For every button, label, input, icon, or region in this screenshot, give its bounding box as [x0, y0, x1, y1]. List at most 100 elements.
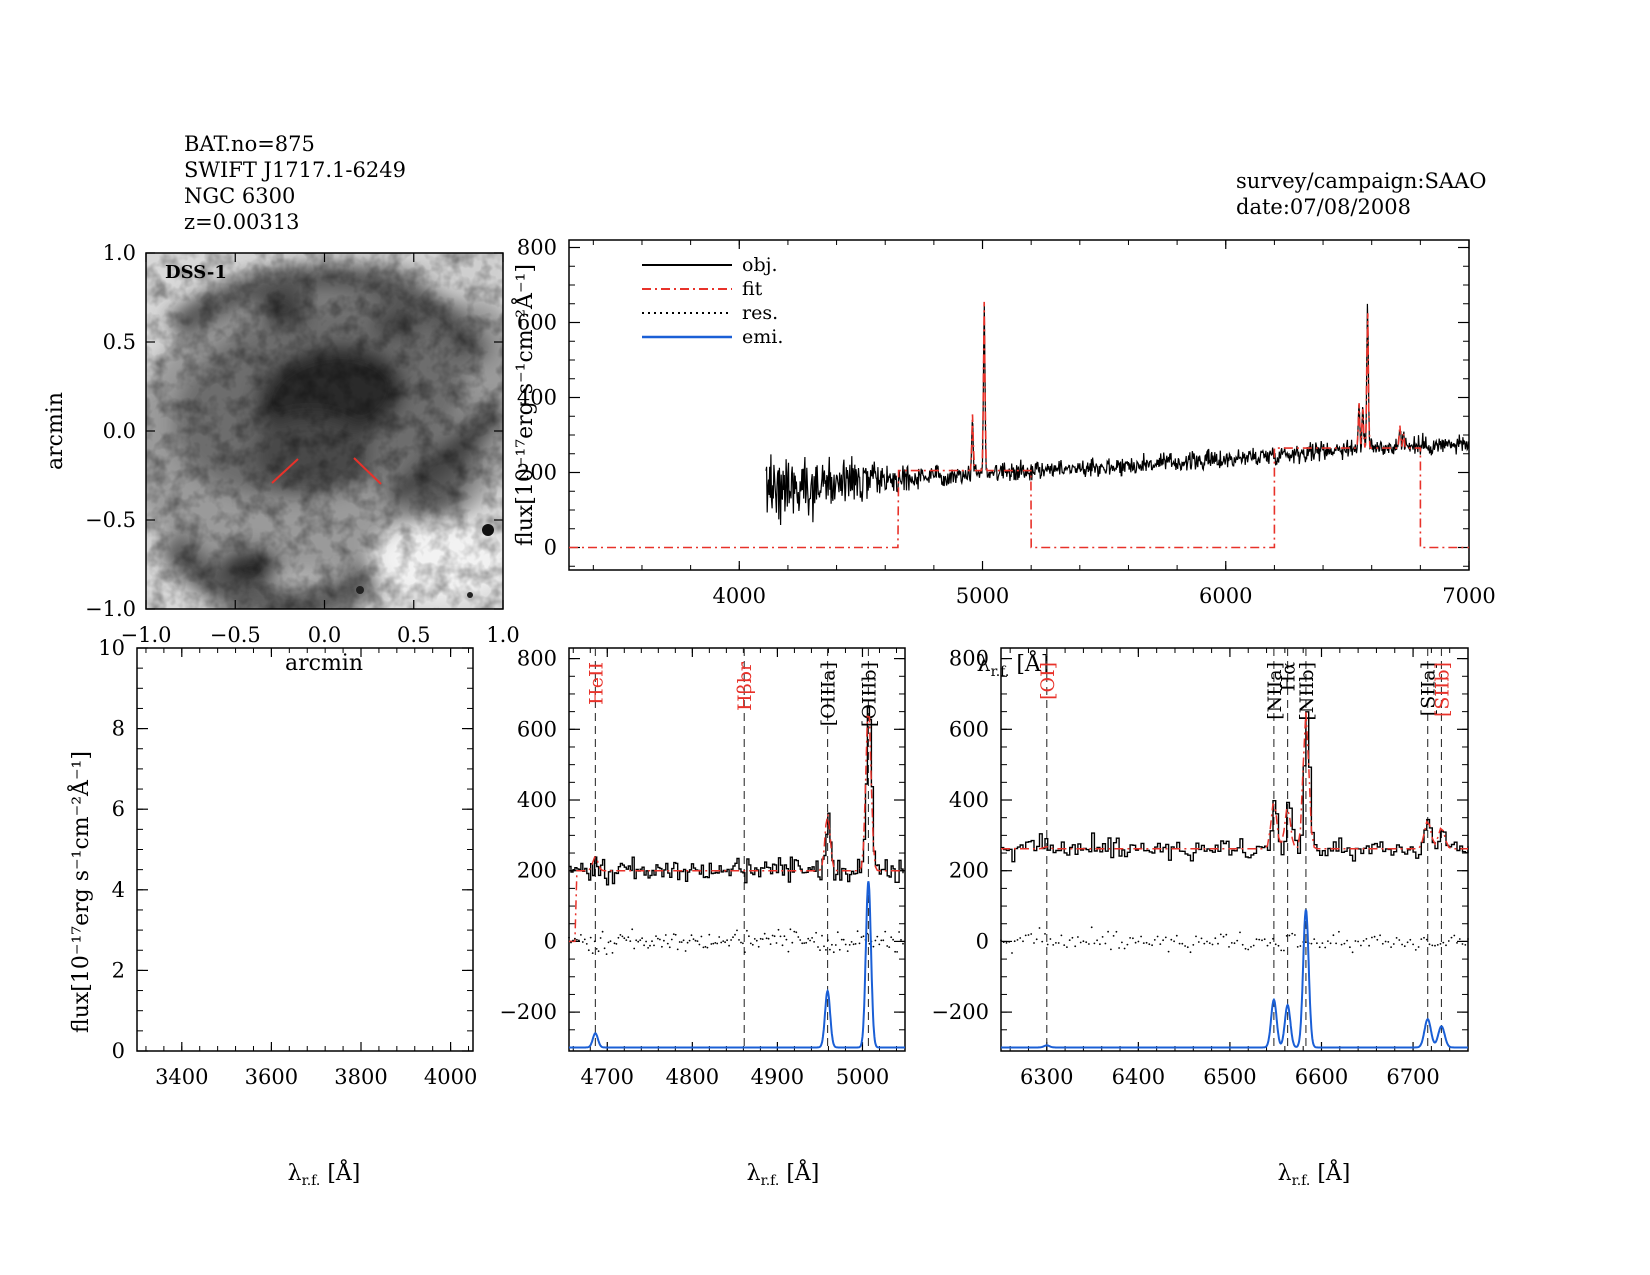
hbeta-res-point: [846, 950, 849, 952]
halpha-res-point: [1365, 938, 1368, 940]
full-xtick-label: 7000: [1442, 584, 1495, 608]
halpha-res-point: [1409, 938, 1412, 941]
image-xtick-label: −0.5: [210, 623, 261, 647]
hbeta-res-point: [850, 941, 853, 943]
hbeta-res-point: [680, 941, 683, 943]
halpha-res-point: [1211, 943, 1214, 946]
hbeta-res-point: [856, 930, 859, 933]
hbeta-res-point: [666, 942, 669, 945]
halpha-res-point: [1060, 934, 1063, 937]
hbeta-res-point: [585, 943, 588, 945]
image-xtick-label: 0.5: [397, 623, 430, 647]
halpha-res-point: [1445, 944, 1447, 947]
hbeta-res-point: [748, 935, 750, 938]
hbeta-res-point: [781, 944, 784, 947]
halpha-res-point: [1077, 936, 1079, 938]
hbeta-res-point: [615, 943, 618, 945]
hbeta-ytick-label: 600: [517, 717, 557, 741]
hbeta-res-point: [795, 931, 798, 934]
halpha-res-point: [1148, 943, 1151, 946]
halpha-ytick-label: 400: [949, 788, 989, 812]
hbeta-res-point: [570, 941, 572, 944]
image-x-label: arcmin: [285, 651, 363, 676]
hbeta-res-point: [765, 937, 768, 940]
halpha-res-point: [1447, 940, 1450, 942]
blank-ytick-label: 6: [112, 797, 125, 821]
halpha-res-point: [1263, 938, 1266, 941]
halpha-res-point: [1011, 952, 1013, 954]
halpha-res-point: [1162, 939, 1164, 942]
halpha-res-point: [1057, 942, 1060, 944]
hbeta-res-point: [886, 945, 889, 947]
halpha-res-point: [1159, 943, 1162, 945]
hbeta-res-point: [623, 937, 626, 940]
halpha-res-point: [1217, 942, 1219, 945]
hbeta-res-point: [829, 948, 831, 951]
blank-frame: [136, 647, 474, 1052]
hbeta-res-point: [682, 939, 685, 942]
halpha-res-point: [1173, 940, 1175, 943]
halpha-res-point: [1090, 926, 1093, 929]
hbeta-res-point: [580, 934, 582, 936]
halpha-res-point: [1434, 944, 1436, 947]
hbeta-res-point: [844, 943, 847, 946]
hbeta-res-point: [840, 938, 843, 941]
hbeta-res-point: [619, 934, 622, 936]
halpha-res-point: [1068, 939, 1071, 941]
hbeta-res-point: [651, 940, 653, 943]
halpha-res-point: [1252, 944, 1255, 947]
halpha-res-point: [1321, 942, 1324, 944]
full-y-label: flux[10⁻¹⁷erg s⁻¹cm⁻²Å⁻¹]: [510, 264, 538, 546]
hbeta-res-point: [874, 939, 877, 942]
hbeta-res-point: [738, 939, 740, 941]
halpha-res-point: [1244, 947, 1247, 950]
full-y-label-text: flux[10⁻¹⁷erg s⁻¹cm⁻²Å⁻¹]: [510, 264, 538, 546]
hbeta-res-point: [694, 939, 697, 942]
halpha-res-point: [1274, 943, 1277, 946]
halpha-res-point: [1151, 944, 1153, 947]
hbeta-res-point: [763, 932, 766, 935]
hbeta-res-point: [583, 938, 586, 941]
hbeta-res-point: [708, 933, 711, 936]
hbeta-res-point: [779, 935, 782, 938]
legend: obj. fit res. emi.: [642, 254, 783, 348]
hbeta-res-point: [609, 940, 612, 943]
full-spectrum-panel: 4000 5000 6000 7000 0 200 400 600 800 flux[10⁻¹⁷…: [510, 236, 1496, 681]
hbeta-res-point: [591, 952, 594, 954]
halpha-res-point: [1170, 938, 1173, 941]
halpha-res-point: [1362, 940, 1365, 942]
halpha-res-point: [1258, 938, 1261, 941]
halpha-res-point: [1167, 950, 1170, 953]
full-xtick-label: 5000: [956, 584, 1009, 608]
halpha-res-point: [1002, 941, 1005, 943]
hbeta-res-point: [639, 939, 642, 941]
halpha-res-point: [1442, 941, 1445, 944]
halpha-res-point: [1403, 945, 1406, 948]
hbeta-res-point: [862, 935, 865, 938]
halpha-res-point: [1197, 941, 1200, 943]
halpha-res-point: [1156, 935, 1159, 938]
full-frame: [568, 239, 1470, 571]
halpha-res-point: [1153, 939, 1156, 941]
hbeta-obj-line: [569, 706, 904, 886]
halpha-res-point: [1439, 943, 1442, 945]
full-ytick-label: 400: [517, 386, 557, 410]
halpha-res-point: [1233, 942, 1236, 945]
hbeta-res-point: [773, 935, 776, 938]
halpha-res-point: [1371, 936, 1373, 939]
hbeta-res-point: [655, 935, 657, 937]
legend-fit-label: fit: [742, 278, 763, 300]
halpha-res-point: [1186, 946, 1189, 949]
halpha-res-point: [1110, 948, 1112, 951]
blank-ytick-label: 0: [112, 1039, 125, 1063]
hbeta-res-point: [578, 939, 580, 942]
halpha-res-point: [1280, 949, 1283, 952]
hbeta-res-point: [755, 939, 758, 942]
hbeta-res-point: [902, 942, 904, 945]
halpha-res-point: [1456, 942, 1458, 944]
hbeta-res-point: [751, 943, 754, 946]
hbeta-res-point: [854, 943, 857, 945]
image-xtick-label: −1.0: [121, 623, 172, 647]
halpha-res-point: [1101, 936, 1104, 938]
hbeta-res-point: [801, 942, 804, 945]
